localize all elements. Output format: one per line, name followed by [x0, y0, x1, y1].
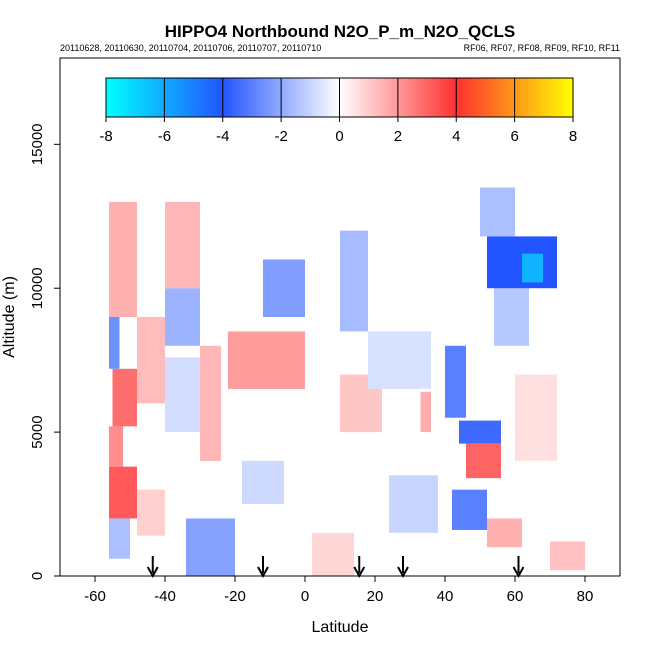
colorbar-tick-label: 4	[452, 128, 460, 145]
heatmap-cell	[109, 201, 137, 317]
colorbar-tick-label: -2	[274, 128, 287, 145]
x-tick-label: -60	[84, 588, 106, 605]
x-tick-label: 60	[507, 588, 524, 605]
y-tick-label: 5000	[29, 415, 46, 448]
heatmap-cell	[515, 374, 557, 461]
colorbar-tick-label: -8	[99, 128, 112, 145]
heatmap-cell	[242, 460, 284, 505]
chart-subtitle-dates: 20110628, 20110630, 20110704, 20110706, …	[60, 43, 321, 53]
colorbar-tick-label: -4	[216, 128, 229, 145]
heatmap-cell	[480, 187, 515, 237]
heatmap-cell	[487, 518, 522, 548]
heatmap-cells	[109, 187, 585, 576]
heatmap-cell	[459, 420, 501, 444]
heatmap-cell	[165, 201, 200, 289]
heatmap-cell	[109, 466, 137, 519]
y-tick-label: 0	[29, 572, 46, 580]
chart-subtitle-flights: RF06, RF07, RF08, RF09, RF10, RF11	[464, 43, 620, 53]
x-tick-label: 40	[437, 588, 454, 605]
y-axis-label: Altitude (m)	[1, 276, 18, 358]
heatmap-cell	[109, 426, 123, 467]
x-tick-label: 20	[367, 588, 384, 605]
heatmap-cell	[368, 331, 431, 389]
heatmap-cell	[340, 230, 368, 332]
flight-arrow	[397, 556, 409, 579]
heatmap-cell	[452, 489, 487, 530]
heatmap-cell	[466, 443, 501, 479]
x-tick-label: -20	[224, 588, 246, 605]
heatmap-cell	[550, 541, 585, 571]
x-axis: -60 -40 -20 0 20 40 60 80	[84, 576, 593, 605]
x-tick-label: 80	[577, 588, 594, 605]
heatmap-cell	[445, 345, 466, 418]
heatmap-cell	[137, 317, 165, 404]
flight-arrow	[512, 556, 525, 579]
flight-arrow	[146, 556, 159, 579]
x-axis-label: Latitude	[312, 619, 369, 636]
flight-arrow	[353, 556, 366, 579]
heatmap-cell	[263, 259, 305, 317]
heatmap-cell	[165, 288, 200, 346]
heatmap-cell	[200, 345, 221, 461]
y-tick-label: 15000	[29, 123, 46, 165]
colorbar-tick-label: 2	[394, 128, 402, 145]
heatmap-cell	[312, 532, 354, 576]
colorbar-tick-label: 6	[510, 128, 518, 145]
heatmap-cell	[186, 518, 235, 576]
heatmap-cell	[420, 391, 431, 433]
colorbar-tick-label: 0	[335, 128, 343, 145]
plot-frame	[59, 57, 621, 577]
x-tick-label: 0	[301, 588, 309, 605]
heatmap-cell	[112, 368, 137, 427]
heatmap-cell	[109, 317, 120, 369]
heatmap-cell	[137, 489, 165, 536]
heatmap-cell	[494, 288, 529, 346]
heatmap-cell	[109, 518, 130, 559]
flight-arrows	[146, 556, 525, 579]
flight-arrow	[257, 556, 269, 579]
chart-title: HIPPO4 Northbound N2O_P_m_N2O_QCLS	[165, 22, 515, 41]
colorbar: -8 -6 -4 -2 0 2 4 6 8	[99, 77, 577, 145]
heatmap-cell	[228, 331, 305, 389]
x-tick-label: -40	[154, 588, 176, 605]
heatmap-cell	[522, 253, 543, 283]
heatmap-cell	[389, 475, 438, 533]
y-axis: 0 5000 10000 15000	[29, 123, 60, 580]
colorbar-tick-label: -6	[158, 128, 171, 145]
y-tick-label: 10000	[29, 267, 46, 309]
colorbar-tick-label: 8	[569, 128, 577, 145]
